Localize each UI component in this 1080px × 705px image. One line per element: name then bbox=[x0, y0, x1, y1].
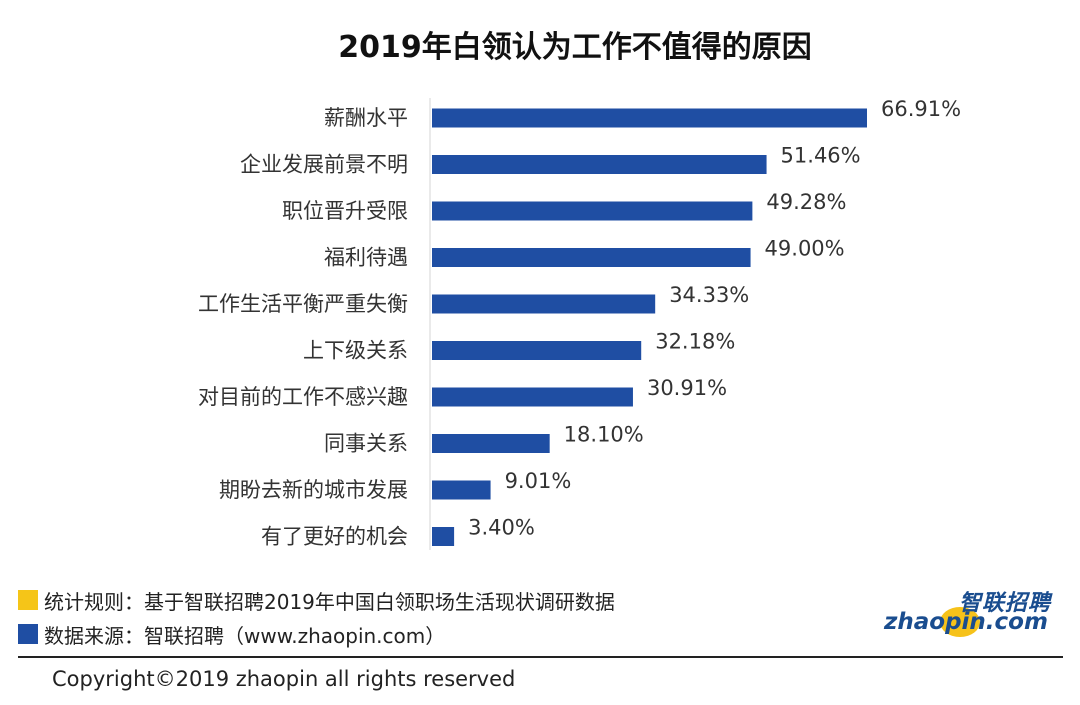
value-label: 30.91% bbox=[647, 376, 727, 400]
bar bbox=[432, 201, 753, 221]
category-label: 工作生活平衡严重失衡 bbox=[198, 292, 408, 316]
bar bbox=[432, 387, 633, 407]
bar-chart: 薪酬水平 66.91% 企业发展前景不明 51.46% 职位晋升受限 49.28% 福利待遇… bbox=[198, 97, 961, 550]
bar bbox=[432, 248, 751, 267]
legend-source-swatch bbox=[18, 624, 38, 644]
zhaopin-logo: 智联招聘 zhaopin.com bbox=[884, 585, 1059, 641]
legend-rule: 统计规则：基于智联招聘2019年中国白领职场生活现状调研数据 bbox=[18, 586, 615, 614]
bar bbox=[432, 527, 455, 546]
value-label: 3.40% bbox=[468, 516, 535, 540]
category-label: 上下级关系 bbox=[303, 339, 408, 363]
legend-source: 数据来源：智联招聘（www.zhaopin.com） bbox=[18, 620, 445, 648]
category-label: 同事关系 bbox=[324, 432, 408, 456]
value-label: 18.10% bbox=[564, 423, 644, 447]
logo-en-text: zhaopin.com bbox=[884, 609, 1048, 635]
category-label: 职位晋升受限 bbox=[282, 199, 408, 223]
logo-cn-text: 智联招聘 bbox=[958, 591, 1051, 616]
category-label: 对目前的工作不感兴趣 bbox=[198, 385, 408, 409]
bar bbox=[432, 294, 656, 314]
chart-title: 2019年白领认为工作不值得的原因 bbox=[338, 30, 812, 65]
bar bbox=[432, 480, 491, 500]
category-label: 薪酬水平 bbox=[324, 106, 408, 130]
category-label: 期盼去新的城市发展 bbox=[219, 478, 408, 502]
copyright-text: Copyright©2019 zhaopin all rights reserv… bbox=[52, 667, 516, 691]
legend-rule-swatch bbox=[18, 590, 38, 610]
value-label: 49.00% bbox=[765, 237, 845, 261]
bar bbox=[432, 155, 767, 174]
legend-rule-text: 统计规则：基于智联招聘2019年中国白领职场生活现状调研数据 bbox=[44, 589, 615, 614]
category-label: 福利待遇 bbox=[324, 246, 408, 270]
value-label: 49.28% bbox=[766, 190, 846, 214]
value-label: 32.18% bbox=[655, 330, 735, 354]
bar bbox=[432, 341, 642, 360]
bar bbox=[432, 108, 867, 128]
value-label: 51.46% bbox=[781, 144, 861, 168]
footer-divider bbox=[18, 656, 1063, 658]
legend-source-text: 数据来源：智联招聘（www.zhaopin.com） bbox=[44, 623, 446, 648]
category-label: 企业发展前景不明 bbox=[240, 153, 408, 177]
value-label: 9.01% bbox=[505, 469, 572, 493]
value-label: 34.33% bbox=[669, 283, 749, 307]
bar bbox=[432, 434, 550, 453]
category-label: 有了更好的机会 bbox=[261, 525, 408, 549]
value-label: 66.91% bbox=[881, 97, 961, 121]
